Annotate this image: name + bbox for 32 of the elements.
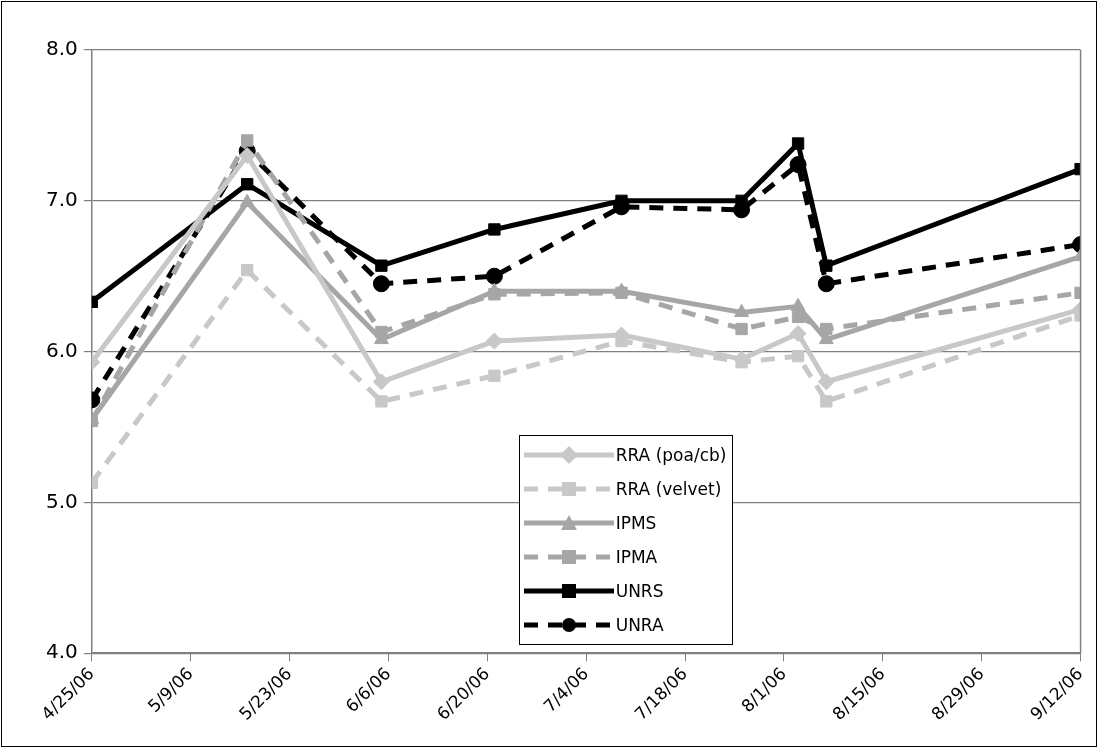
point bbox=[791, 349, 805, 363]
point bbox=[820, 395, 833, 408]
point bbox=[817, 275, 835, 293]
point bbox=[241, 178, 254, 191]
point bbox=[488, 223, 501, 236]
point bbox=[789, 325, 807, 343]
legend-label: IPMA bbox=[615, 546, 658, 570]
point bbox=[488, 369, 501, 382]
point bbox=[817, 373, 835, 391]
point bbox=[372, 275, 390, 293]
point bbox=[485, 332, 503, 350]
point bbox=[375, 259, 388, 272]
legend-label: IPMS bbox=[615, 512, 657, 536]
point bbox=[820, 259, 833, 272]
y-tick-label: 8.0 bbox=[45, 36, 78, 61]
legend-label: RRA (velvet) bbox=[615, 478, 722, 502]
y-tick-label: 4.0 bbox=[45, 639, 78, 664]
legend-label: RRA (poa/cb) bbox=[615, 444, 727, 468]
y-tick-label: 6.0 bbox=[45, 337, 78, 362]
point bbox=[241, 134, 254, 147]
point bbox=[238, 147, 256, 165]
point bbox=[241, 264, 254, 277]
legend-label: UNRS bbox=[615, 580, 664, 604]
legend-label: UNRA bbox=[615, 614, 664, 638]
y-tick-label: 7.0 bbox=[45, 187, 78, 212]
point bbox=[735, 322, 748, 336]
point bbox=[791, 137, 805, 150]
point bbox=[735, 194, 748, 207]
point bbox=[375, 395, 388, 408]
point bbox=[372, 373, 390, 391]
y-tick-label: 5.0 bbox=[45, 488, 78, 513]
point bbox=[485, 267, 503, 285]
